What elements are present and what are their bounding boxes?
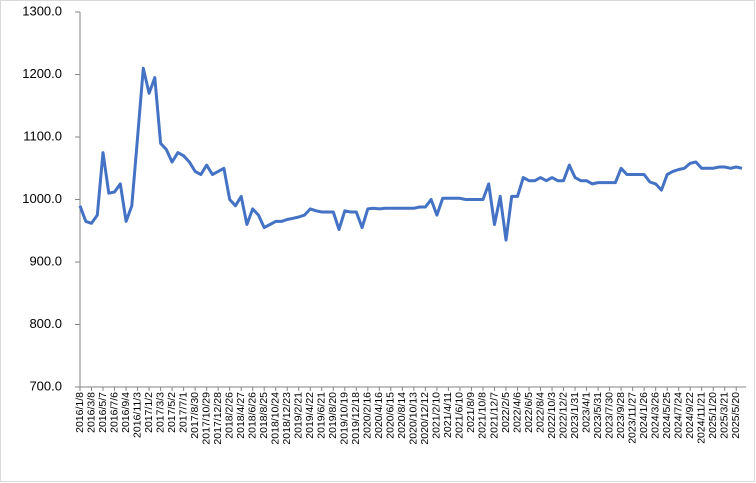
x-tick-label: 2023/9/28	[615, 392, 627, 439]
x-tick-label: 2016/5/7	[97, 392, 109, 433]
x-tick-label: 2017/1/2	[143, 392, 155, 433]
x-tick-label: 2020/8/14	[396, 392, 408, 439]
y-tick-label: 700.0	[29, 378, 62, 393]
x-tick-label: 2018/8/25	[258, 392, 270, 439]
x-tick-label: 2025/1/20	[707, 392, 719, 439]
x-tick-label: 2022/6/5	[523, 392, 535, 433]
x-tick-label: 2023/7/30	[603, 392, 615, 439]
x-tick-label: 2017/12/28	[212, 392, 224, 445]
x-tick-label: 2020/6/15	[385, 392, 397, 439]
x-tick-label: 2024/1/26	[638, 392, 650, 439]
x-tick-label: 2019/2/21	[293, 392, 305, 439]
x-tick-label: 2016/9/4	[120, 392, 132, 433]
x-tick-label: 2022/12/2	[557, 392, 569, 439]
x-tick-label: 2017/10/29	[200, 392, 212, 445]
x-tick-label: 2023/4/1	[580, 392, 592, 433]
x-tick-label: 2025/3/21	[719, 392, 731, 439]
x-tick-label: 2021/2/10	[431, 392, 443, 439]
x-tick-label: 2025/5/20	[730, 392, 742, 439]
y-tick-label: 1200.0	[22, 66, 62, 81]
x-tick-label: 2020/2/16	[362, 392, 374, 439]
x-tick-label: 2024/7/24	[672, 392, 684, 439]
x-tick-label: 2021/8/9	[465, 392, 477, 433]
x-tick-label: 2019/6/21	[316, 392, 328, 439]
x-tick-label: 2021/12/7	[488, 392, 500, 439]
x-tick-label: 2022/8/4	[534, 392, 546, 433]
x-tick-label: 2018/6/26	[246, 392, 258, 439]
x-tick-label: 2024/5/25	[661, 392, 673, 439]
x-tick-label: 2023/11/27	[626, 392, 638, 444]
x-tick-label: 2021/6/10	[454, 392, 466, 439]
x-tick-label: 2019/4/22	[304, 392, 316, 439]
x-tick-label: 2021/4/11	[442, 392, 454, 438]
x-tick-label: 2016/1/8	[74, 392, 86, 433]
x-tick-label: 2018/10/24	[270, 392, 282, 445]
x-tick-label: 2024/11/21	[695, 392, 707, 444]
x-tick-label: 2024/3/26	[649, 392, 661, 439]
y-tick-label: 1300.0	[22, 3, 62, 18]
x-tick-label: 2020/10/13	[408, 392, 420, 445]
x-tick-label: 2018/4/27	[235, 392, 247, 439]
x-tick-label: 2017/3/3	[154, 392, 166, 433]
x-tick-label: 2019/8/20	[327, 392, 339, 439]
x-tick-label: 2019/10/19	[339, 392, 351, 445]
x-tick-label: 2022/2/5	[500, 392, 512, 433]
x-tick-label: 2022/10/3	[546, 392, 558, 439]
x-tick-label: 2017/8/30	[189, 392, 201, 439]
x-tick-label: 2016/7/6	[108, 392, 120, 433]
x-tick-label: 2018/12/23	[281, 392, 293, 445]
y-tick-label: 1000.0	[22, 191, 62, 206]
x-tick-label: 2022/4/6	[511, 392, 523, 433]
x-tick-label: 2017/7/1	[177, 392, 189, 433]
y-tick-label: 800.0	[29, 316, 62, 331]
x-tick-label: 2020/4/16	[373, 392, 385, 439]
x-tick-label: 2020/12/12	[419, 392, 431, 445]
y-tick-label: 1100.0	[23, 128, 62, 143]
y-tick-label: 900.0	[29, 253, 62, 268]
x-tick-label: 2019/12/18	[350, 392, 362, 445]
x-tick-label: 2016/11/3	[131, 392, 143, 438]
x-tick-label: 2021/10/8	[477, 392, 489, 439]
x-tick-label: 2024/9/22	[684, 392, 696, 439]
x-tick-label: 2017/5/2	[166, 392, 178, 433]
x-tick-label: 2023/1/31	[569, 392, 581, 439]
x-tick-label: 2018/2/26	[223, 392, 235, 439]
x-tick-label: 2016/3/8	[85, 392, 97, 433]
data-line	[78, 66, 743, 242]
x-tick-label: 2023/5/31	[592, 392, 604, 439]
